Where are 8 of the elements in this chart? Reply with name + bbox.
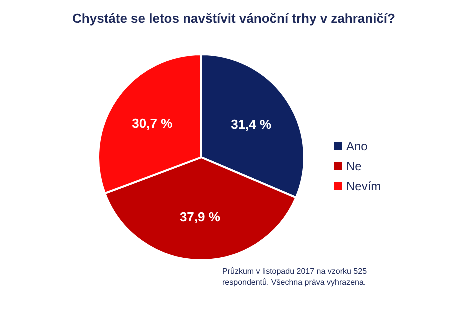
data-label: 31,4 % — [231, 117, 272, 132]
legend-label: Ano — [346, 140, 368, 154]
text: Průzkum v listopadu 2017 na vzorku 525 respondentů. Všechna práva vyhrazena. — [222, 267, 368, 287]
data-label: 37,9 % — [180, 210, 221, 225]
legend-label: Nevím — [346, 180, 382, 194]
chart-title: Chystáte se letos navštívit vánoční trhy v zahraničí? — [72, 11, 396, 26]
data-label: 30,7 % — [132, 116, 174, 131]
legend-label: Ne — [346, 160, 362, 174]
